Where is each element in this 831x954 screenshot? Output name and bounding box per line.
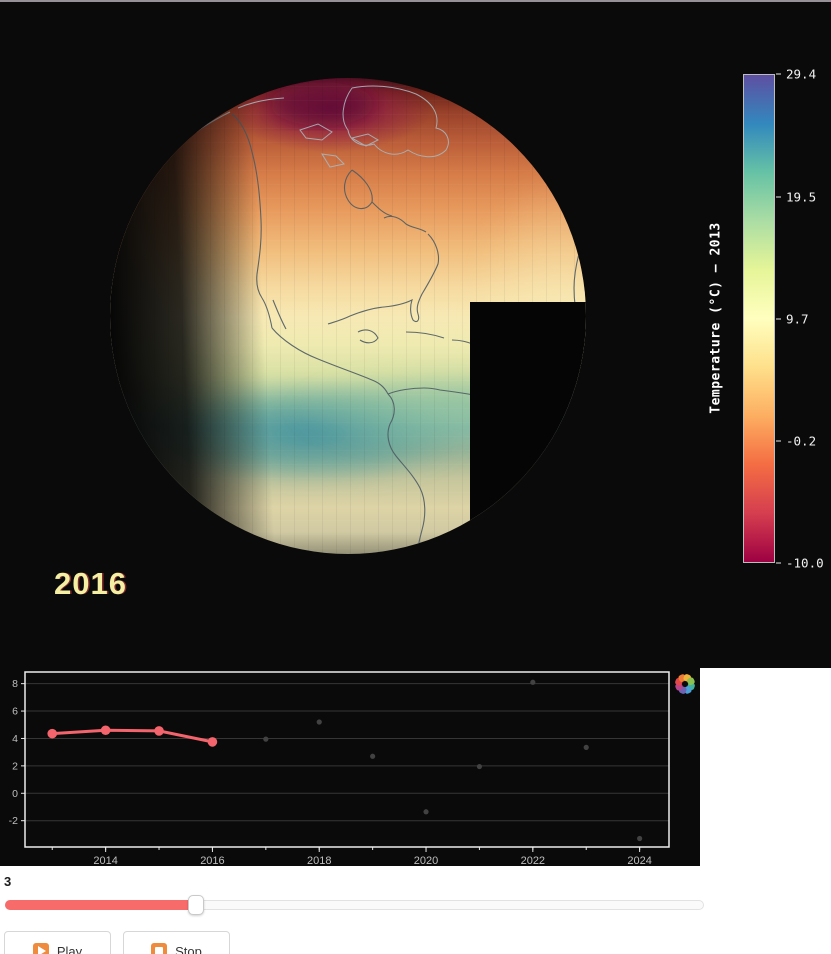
y-tick-label: 8 xyxy=(12,678,18,690)
play-button-label: Play xyxy=(56,943,83,954)
played-frame-point xyxy=(47,728,58,739)
y-tick-label: 2 xyxy=(12,760,18,772)
played-frame-point xyxy=(154,726,164,736)
slider-fill xyxy=(5,900,196,910)
x-tick-label: 2024 xyxy=(627,855,651,866)
play-icon xyxy=(32,943,49,954)
x-tick-label: 2022 xyxy=(521,855,545,866)
y-tick-label: 0 xyxy=(12,788,18,800)
globe-section: 2016 Temperature (°C) — 2013 29.4 19.5 9.7… xyxy=(0,0,831,668)
remaining-frame-point xyxy=(370,753,376,759)
remaining-frame-point xyxy=(583,744,589,750)
remaining-frame-point xyxy=(476,763,483,770)
remaining-frame-point xyxy=(530,679,536,685)
slider-thumb[interactable] xyxy=(187,895,204,915)
frame-chart-panel: -2 0 2 4 6 8 2014 2016 2018 2020 2022 2024 xyxy=(0,668,700,866)
frame-slider[interactable] xyxy=(5,895,704,915)
y-tick-label: -2 xyxy=(9,815,18,827)
globe-sphere xyxy=(110,78,586,554)
x-tick-label: 2020 xyxy=(414,855,438,866)
played-frame-point xyxy=(100,725,111,736)
remaining-frame-point xyxy=(637,835,643,842)
plot-frame xyxy=(24,671,670,848)
stop-button-label: Stop xyxy=(175,943,202,954)
remaining-frame-point xyxy=(316,719,322,725)
y-tick-label: 6 xyxy=(12,706,18,718)
x-tick-label: 2018 xyxy=(307,855,331,866)
year-label: 2016 xyxy=(54,566,127,601)
played-frame-point xyxy=(207,737,218,747)
stop-icon xyxy=(151,943,168,954)
x-tick-label: 2014 xyxy=(93,855,117,866)
slider-value-label: 3 xyxy=(4,874,12,889)
chart-section: -2 0 2 4 6 8 2014 2016 2018 2020 2022 2024 xyxy=(0,668,831,866)
globe-visualization xyxy=(110,78,586,554)
y-tick-label: 4 xyxy=(12,733,18,745)
frame-chart[interactable]: -2 0 2 4 6 8 2014 2016 2018 2020 2022 2024 xyxy=(0,668,700,866)
stop-button[interactable]: Stop xyxy=(123,931,230,954)
play-button[interactable]: Play xyxy=(4,931,111,954)
buttons-row: Play Stop xyxy=(4,931,831,954)
x-tick-label: 2016 xyxy=(200,855,224,866)
bokeh-logo[interactable] xyxy=(674,673,696,695)
animation-controls: 3 Play Stop xyxy=(0,866,831,954)
remaining-frame-point xyxy=(263,736,269,742)
played-frames-line xyxy=(52,728,213,744)
remaining-frame-point xyxy=(423,809,429,815)
